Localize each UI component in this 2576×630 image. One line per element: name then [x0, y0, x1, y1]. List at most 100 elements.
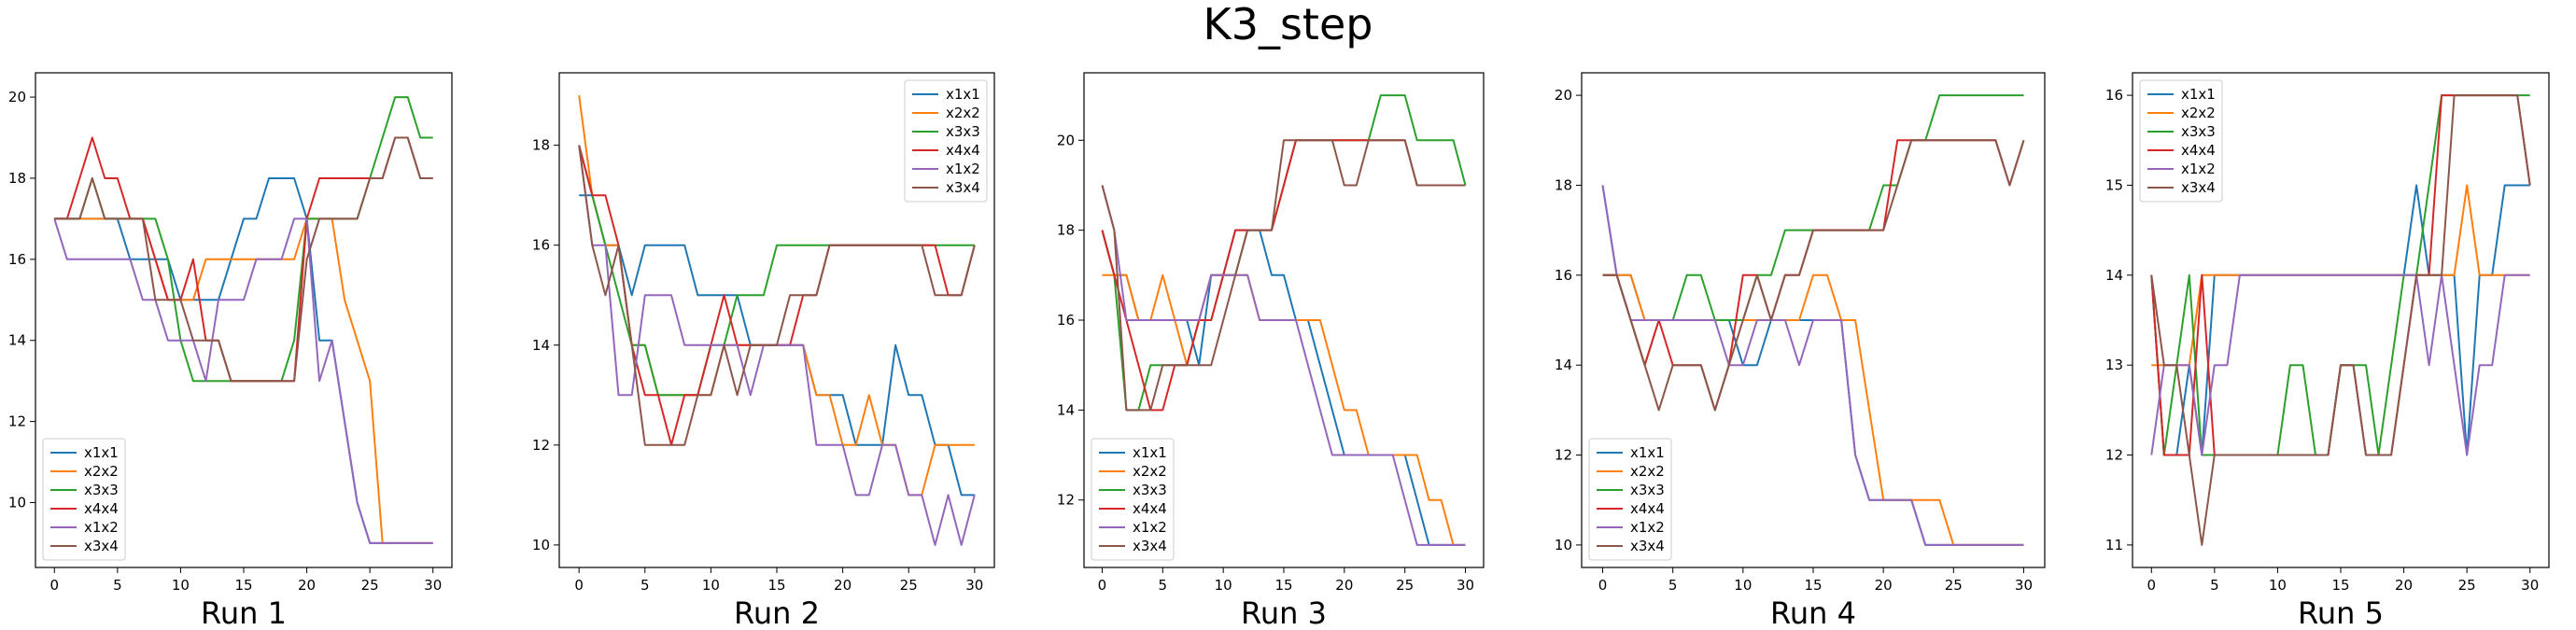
chart-panel-5: 0 5 10 15 20 25 30 11 12 13 14 15 16 Run 5 x1x1 x2x2 x3x… — [2105, 72, 2550, 630]
legend-label-x1x2: x1x2 — [84, 519, 119, 536]
series-line-x1x2 — [1101, 185, 1466, 546]
x-tick-label: 15 — [234, 577, 252, 594]
legend-label-x3x3: x3x3 — [1133, 482, 1167, 498]
legend-label-x3x3: x3x3 — [1630, 482, 1665, 498]
x-tick-label: 15 — [1274, 577, 1292, 594]
x-tick-label: 25 — [361, 577, 379, 594]
y-tick-label: 14 — [1057, 401, 1075, 418]
y-tick-label: 16 — [1057, 312, 1075, 329]
legend: x1x1 x2x2 x3x3 x4x4 x1x2 x3x4 — [1588, 438, 1672, 561]
y-tick-label: 12 — [1057, 492, 1075, 509]
series-line-x1x2 — [2150, 273, 2530, 456]
x-tick-label: 5 — [640, 577, 650, 594]
x-tick-label: 0 — [49, 577, 59, 594]
y-tick-label: 11 — [2105, 537, 2123, 553]
figure-title: K3_step — [1204, 0, 1373, 49]
y-tick-label: 20 — [8, 89, 26, 105]
chart-panel-1: 0 5 10 15 20 25 30 10 12 14 16 18 20 Run 1 x1x1 x2x2 x3x… — [8, 72, 453, 630]
x-tick-label: 10 — [1734, 577, 1752, 594]
x-tick-label: 25 — [1396, 577, 1414, 594]
y-tick-label: 12 — [8, 413, 26, 430]
x-axis-label: Run 2 — [734, 595, 820, 630]
y-tick-label: 18 — [1555, 176, 1572, 193]
legend-label-x3x4: x3x4 — [946, 179, 980, 196]
chart-panel-4: 0 5 10 15 20 25 30 10 12 14 16 18 20 Run 4 x1x1 x2x2 x3x… — [1555, 72, 2046, 630]
x-tick-label: 15 — [767, 577, 785, 594]
series-line-x3x4 — [578, 145, 976, 446]
y-tick-label: 10 — [1555, 537, 1572, 553]
y-tick-label: 16 — [8, 251, 26, 268]
series-line-x1x2 — [53, 217, 433, 544]
x-tick-label: 0 — [2147, 577, 2156, 594]
legend-label-x1x1: x1x1 — [2181, 86, 2216, 103]
x-tick-label: 25 — [900, 577, 918, 594]
series-line-x3x4 — [1101, 139, 1466, 412]
x-axis-label: Run 3 — [1241, 595, 1327, 630]
series-line-x3x3 — [54, 96, 433, 383]
x-tick-label: 20 — [1875, 577, 1893, 594]
x-axis-label: Run 5 — [2298, 595, 2384, 630]
legend-label-x3x3: x3x3 — [2181, 123, 2216, 140]
legend-label-x3x4: x3x4 — [1133, 538, 1167, 554]
legend-label-x1x2: x1x2 — [2181, 161, 2216, 177]
legend-label-x3x4: x3x4 — [84, 538, 119, 554]
x-tick-label: 30 — [424, 577, 442, 594]
legend-label-x1x2: x1x2 — [946, 161, 980, 177]
x-tick-label: 5 — [1668, 577, 1678, 594]
x-tick-label: 0 — [1098, 577, 1107, 594]
x-tick-label: 5 — [2210, 577, 2219, 594]
legend-box — [2139, 79, 2223, 203]
x-tick-label: 20 — [298, 577, 316, 594]
y-tick-label: 16 — [2105, 87, 2123, 104]
legend: x1x1 x2x2 x3x3 x4x4 x1x2 x3x4 — [2139, 79, 2223, 203]
y-tick-label: 18 — [532, 137, 550, 154]
y-tick-label: 20 — [1555, 87, 1572, 104]
x-axis-label: Run 1 — [201, 595, 287, 630]
x-tick-label: 20 — [1335, 577, 1353, 594]
y-tick-label: 20 — [1057, 132, 1075, 148]
y-tick-label: 10 — [8, 494, 26, 511]
y-tick-label: 14 — [8, 332, 26, 349]
legend: x1x1 x2x2 x3x3 x4x4 x1x2 x3x4 — [1091, 438, 1175, 561]
x-tick-label: 30 — [1457, 577, 1474, 594]
x-tick-label: 15 — [2331, 577, 2349, 594]
legend-label-x1x1: x1x1 — [84, 444, 119, 461]
legend-label-x1x1: x1x1 — [1630, 444, 1665, 461]
y-tick-label: 14 — [532, 337, 550, 354]
y-tick-label: 16 — [532, 237, 550, 254]
x-tick-label: 5 — [113, 577, 122, 594]
legend: x1x1 x2x2 x3x3 x4x4 x1x2 x3x4 — [42, 438, 126, 561]
legend: x1x1 x2x2 x3x3 x4x4 x1x2 x3x4 — [904, 79, 988, 203]
x-tick-label: 30 — [965, 577, 983, 594]
x-tick-label: 25 — [1945, 577, 1963, 594]
legend-box — [1091, 438, 1175, 561]
legend-label-x4x4: x4x4 — [1133, 500, 1167, 517]
x-tick-label: 0 — [1598, 577, 1608, 594]
y-tick-label: 18 — [8, 170, 26, 187]
y-tick-label: 12 — [1555, 447, 1572, 464]
y-tick-label: 13 — [2105, 357, 2123, 373]
y-tick-label: 14 — [2105, 267, 2123, 284]
x-tick-label: 15 — [1804, 577, 1822, 594]
series-line-x3x4 — [54, 136, 433, 383]
y-tick-label: 12 — [2105, 447, 2123, 464]
legend-label-x2x2: x2x2 — [1630, 463, 1665, 480]
legend-label-x4x4: x4x4 — [2181, 142, 2216, 159]
legend-label-x1x2: x1x2 — [1630, 519, 1665, 536]
x-axis-label: Run 4 — [1770, 595, 1856, 630]
x-tick-label: 10 — [172, 577, 190, 594]
y-tick-label: 16 — [1555, 267, 1572, 284]
legend-label-x3x4: x3x4 — [1630, 538, 1665, 554]
y-tick-label: 12 — [532, 437, 550, 454]
series-line-x1x2 — [1601, 185, 2024, 546]
series-line-x3x4 — [2150, 94, 2531, 546]
y-tick-label: 15 — [2105, 176, 2123, 193]
legend-label-x2x2: x2x2 — [2181, 105, 2216, 121]
legend-box — [904, 79, 988, 203]
legend-label-x4x4: x4x4 — [84, 500, 119, 517]
x-tick-label: 5 — [1159, 577, 1168, 594]
x-tick-label: 10 — [2269, 577, 2287, 594]
legend-box — [1588, 438, 1672, 561]
